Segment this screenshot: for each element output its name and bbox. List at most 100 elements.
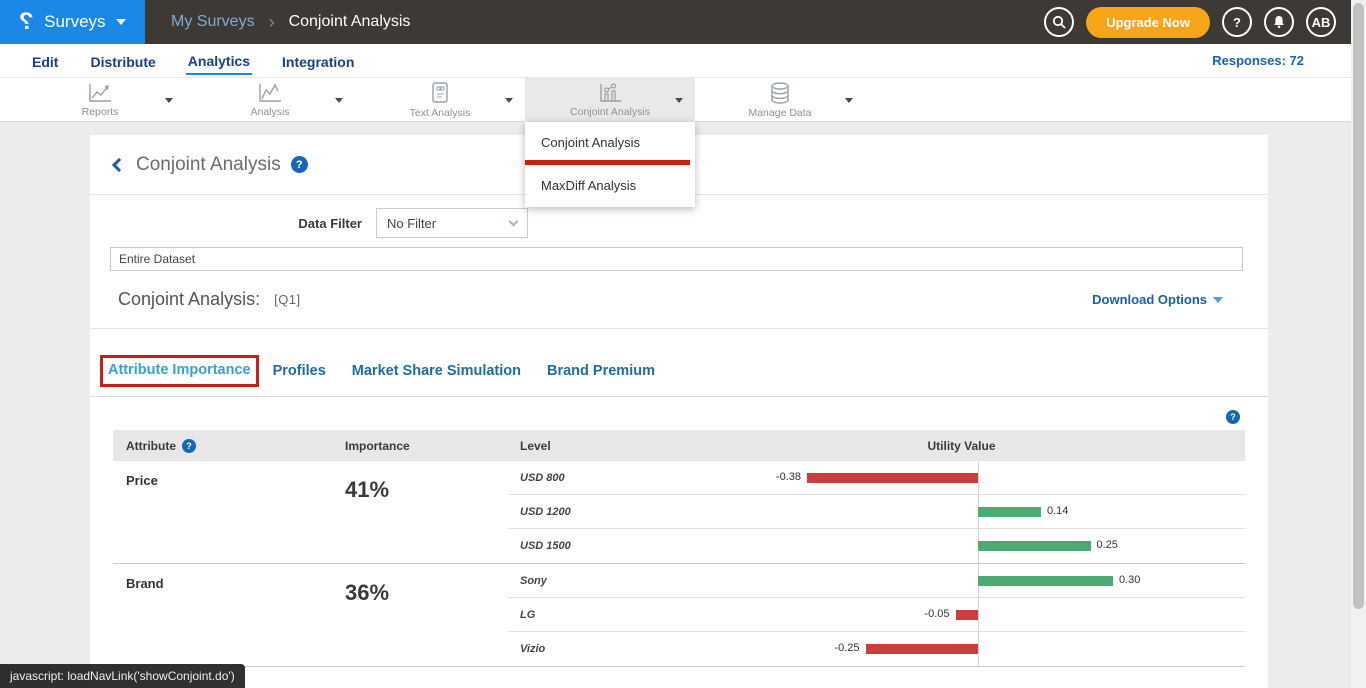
menu-item-conjoint-analysis[interactable]: Conjoint Analysis (541, 135, 640, 150)
level-row: Vizio -0.25 (508, 632, 1245, 666)
bell-icon (1274, 16, 1284, 29)
nav-item-analytics[interactable]: Analytics (185, 47, 253, 75)
breadcrumb-my-surveys[interactable]: My Surveys (171, 13, 255, 30)
toolbar-item-text-analysis[interactable]: Text Analysis (355, 78, 525, 122)
level-row: Sony 0.30 (508, 564, 1245, 598)
red-underline-annotation (525, 160, 690, 165)
link-status-tooltip: javascript: loadNavLink('showConjoint.do… (0, 664, 245, 688)
toolbar-item-conjoint-analysis[interactable]: Conjoint Analysis (525, 78, 695, 122)
utility-bar (978, 541, 1091, 551)
utility-bar-cell: -0.25 (678, 632, 1245, 666)
data-filter-value: No Filter (387, 215, 437, 231)
help-button[interactable]: ? (1222, 7, 1252, 37)
tab-attribute-importance[interactable]: Attribute Importance (108, 362, 251, 378)
utility-bar (978, 507, 1041, 517)
content-card: Conjoint Analysis ? Data Filter No Filte… (90, 135, 1268, 688)
chevron-down-icon (1213, 296, 1223, 303)
toolbar-item-analysis[interactable]: Analysis (185, 78, 355, 122)
level-name: USD 1200 (520, 505, 571, 518)
chevron-down-icon[interactable] (845, 98, 853, 103)
page-title: Conjoint Analysis (136, 153, 281, 175)
level-row: LG -0.05 (508, 598, 1245, 632)
surveys-product-menu[interactable]: ? Surveys (0, 0, 145, 44)
level-row: USD 1500 0.25 (508, 529, 1245, 563)
questionpro-logo-icon: ? (19, 8, 35, 35)
chevron-down-icon[interactable] (675, 98, 683, 103)
utility-bar-cell: 0.14 (678, 495, 1245, 528)
survey-nav: Edit Distribute Analytics Integration Re… (0, 44, 1366, 78)
level-row: USD 1200 0.14 (508, 495, 1245, 529)
level-name: USD 1500 (520, 540, 571, 552)
dataset-input[interactable] (110, 247, 1243, 271)
table-body: Price 41% USD 800 -0.38 USD 1200 0.14 USD 1500… (113, 461, 1245, 667)
red-box-annotation: Attribute Importance (100, 355, 259, 387)
utility-table: Attribute ? Importance Level Utility Val… (113, 430, 1245, 667)
zero-axis-line (978, 564, 979, 666)
question-icon: ? (1233, 14, 1241, 30)
question-code: [Q1] (274, 292, 301, 307)
back-chevron-icon[interactable] (111, 157, 127, 172)
utility-bar (865, 644, 978, 654)
level-name: LG (520, 608, 536, 621)
analysis-title: Conjoint Analysis: (118, 289, 261, 309)
nav-item-integration[interactable]: Integration (282, 53, 355, 70)
tab-profiles[interactable]: Profiles (272, 363, 326, 379)
vertical-scrollbar[interactable] (1351, 0, 1366, 688)
search-button[interactable] (1044, 7, 1075, 37)
conjoint-analysis-dropdown-menu: Conjoint Analysis MaxDiff Analysis (525, 122, 695, 207)
utility-bar-cell: 0.30 (678, 564, 1245, 597)
utility-value-label: 0.30 (1119, 574, 1141, 586)
utility-bar-cell: 0.25 (678, 529, 1245, 563)
utility-value-label: -0.38 (775, 471, 801, 483)
menu-item-maxdiff-analysis[interactable]: MaxDiff Analysis (541, 178, 637, 193)
top-bar: ? Surveys My Surveys › Conjoint Analysis… (0, 0, 1366, 44)
breadcrumb: My Surveys › Conjoint Analysis (171, 12, 410, 33)
utility-bar (807, 473, 978, 483)
database-icon (768, 81, 792, 105)
tab-market-share-simulation[interactable]: Market Share Simulation (351, 363, 521, 379)
toolbar-item-reports[interactable]: Reports (15, 78, 185, 122)
toolbar-item-manage-data[interactable]: Manage Data (695, 78, 865, 122)
scrollbar-thumb[interactable] (1353, 3, 1364, 609)
attribute-name: Brand (126, 576, 164, 591)
tab-brand-premium[interactable]: Brand Premium (547, 363, 655, 379)
notifications-button[interactable] (1264, 7, 1294, 37)
attribute-help-icon[interactable]: ? (182, 438, 196, 453)
levels-container: Sony 0.30 LG -0.05 Vizio -0.25 (508, 564, 1245, 666)
breadcrumb-separator-icon: › (268, 11, 275, 32)
col-header-level: Level (520, 438, 551, 453)
level-row: USD 800 -0.38 (508, 461, 1245, 495)
levels-container: USD 800 -0.38 USD 1200 0.14 USD 1500 0.25 (508, 461, 1245, 563)
col-header-utility-value: Utility Value (927, 438, 996, 453)
search-icon (1053, 15, 1066, 29)
nav-item-distribute[interactable]: Distribute (90, 53, 156, 70)
attribute-group-row: Brand 36% Sony 0.30 LG -0.05 Vizio -0.25 (113, 564, 1245, 667)
document-icon (429, 81, 451, 105)
chevron-down-icon[interactable] (335, 98, 343, 103)
avatar[interactable]: AB (1306, 7, 1336, 37)
utility-bar-cell: -0.05 (678, 598, 1245, 631)
chevron-down-icon[interactable] (165, 98, 173, 103)
data-filter-select[interactable]: No Filter (376, 208, 528, 238)
table-help-icon[interactable]: ? (1226, 410, 1240, 424)
title-help-icon[interactable]: ? (290, 156, 308, 173)
table-header-row: Attribute ? Importance Level Utility Val… (113, 430, 1245, 461)
col-header-importance: Importance (345, 438, 410, 453)
divider (90, 328, 1268, 329)
attribute-name: Price (126, 473, 158, 488)
nav-item-edit[interactable]: Edit (32, 53, 59, 70)
analysis-tabs: Attribute Importance Profiles Market Sha… (90, 355, 1268, 397)
attribute-group-row: Price 41% USD 800 -0.38 USD 1200 0.14 USD 1500… (113, 461, 1245, 564)
analytics-toolbar: Reports Analysis Text Analysis Conjoint … (0, 78, 1366, 122)
utility-value-label: -0.05 (924, 608, 950, 620)
utility-bar-cell: -0.38 (678, 461, 1245, 494)
upgrade-now-button[interactable]: Upgrade Now (1086, 6, 1210, 38)
chevron-down-icon[interactable] (505, 98, 513, 103)
col-header-attribute: Attribute ? (113, 438, 345, 453)
level-name: USD 800 (520, 471, 565, 484)
page-background: Conjoint Analysis ? Data Filter No Filte… (0, 122, 1366, 688)
download-options-button[interactable]: Download Options (1092, 292, 1223, 307)
analysis-section-header: Conjoint Analysis: [Q1] Download Options (90, 289, 1268, 310)
utility-bar (978, 576, 1113, 586)
line-chart-icon (257, 82, 283, 104)
